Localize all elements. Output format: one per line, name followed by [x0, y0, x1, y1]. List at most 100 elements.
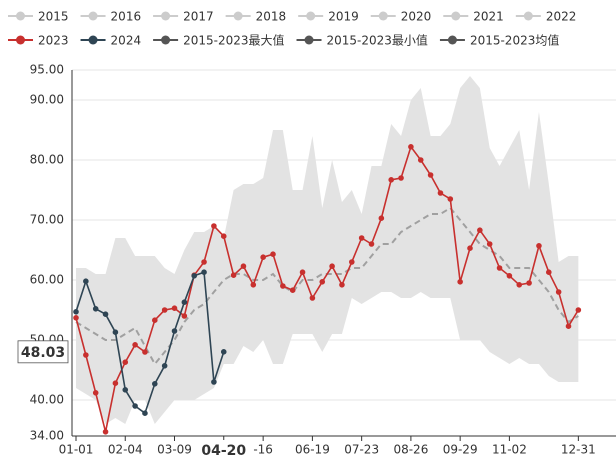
x-tick-label: 02-04	[108, 443, 143, 457]
data-point	[329, 263, 335, 270]
data-point	[132, 403, 138, 409]
data-point	[388, 177, 395, 183]
data-point	[280, 283, 286, 289]
legend-icon-dot	[16, 35, 25, 45]
data-point	[506, 273, 513, 279]
legend-label[interactable]: 2024	[111, 34, 142, 48]
data-point	[270, 251, 276, 257]
pointer-y-box	[17, 340, 69, 364]
data-point	[73, 315, 79, 321]
data-point	[565, 323, 572, 330]
data-point	[142, 410, 148, 417]
data-point	[427, 172, 434, 178]
series-line	[75, 271, 225, 415]
data-point	[161, 363, 168, 369]
legend-label[interactable]: 2022	[546, 10, 577, 24]
pointer-y-label: 48.03	[21, 345, 65, 361]
y-tick-label: 60.00	[30, 273, 64, 287]
data-point	[92, 306, 99, 312]
legend-label[interactable]: 2023	[38, 34, 69, 48]
data-point	[349, 259, 355, 265]
legend-icon-dot	[88, 11, 98, 21]
data-point	[339, 282, 345, 288]
legend-label[interactable]: 2021	[473, 10, 504, 24]
data-point	[546, 269, 552, 276]
legend-label[interactable]: 2017	[183, 10, 214, 24]
data-point	[319, 279, 326, 285]
x-tick-label: -16	[253, 443, 273, 457]
y-tick-label: 34.00	[30, 429, 64, 443]
legend-label[interactable]: 2015	[38, 10, 69, 24]
data-point	[220, 349, 227, 355]
legend-label[interactable]: 2016	[111, 10, 142, 24]
data-point	[575, 307, 582, 313]
data-point	[477, 227, 483, 233]
series-line	[75, 145, 580, 432]
x-tick-label: 01-01	[59, 443, 94, 457]
x-tick-label: 08-26	[393, 443, 428, 457]
data-point	[171, 328, 178, 334]
data-point	[289, 287, 296, 294]
data-point	[201, 269, 207, 276]
data-point	[211, 379, 217, 385]
legend-icon-dot	[378, 11, 388, 21]
y-tick-label: 90.00	[30, 93, 64, 107]
legend-icon-dot	[233, 11, 243, 21]
legend-label[interactable]: 2020	[401, 10, 432, 24]
data-point	[211, 223, 217, 229]
legend-icon-dot	[447, 35, 457, 45]
data-point	[250, 282, 257, 288]
x-tick-label: 11-02	[492, 443, 527, 457]
legend-label[interactable]: 2015-2023均值	[470, 33, 559, 48]
data-point	[112, 329, 119, 336]
y-tick-label: 40.00	[30, 393, 64, 407]
data-point	[112, 380, 119, 387]
data-point	[457, 279, 463, 285]
data-point	[447, 196, 454, 202]
data-point	[309, 295, 316, 301]
data-point	[398, 175, 404, 181]
legend-icon-dot	[451, 11, 461, 21]
y-tick-label: 95.00	[30, 63, 64, 77]
data-point	[132, 342, 138, 348]
range-band	[76, 76, 579, 424]
x-tick-label: 12-31	[561, 443, 596, 457]
data-point	[83, 278, 89, 285]
legend-label[interactable]: 2015-2023最小值	[327, 33, 428, 48]
data-point	[142, 349, 148, 355]
data-point	[181, 299, 188, 306]
legend-label[interactable]: 2018	[256, 10, 287, 24]
data-point	[152, 381, 158, 387]
data-point	[191, 273, 197, 279]
pointer-x-box	[198, 440, 249, 459]
x-tick-label: 03-09	[157, 443, 192, 457]
legend-icon-dot	[88, 35, 98, 45]
data-point	[358, 235, 365, 241]
legend-icon-dot	[304, 35, 314, 45]
legend-label[interactable]: 2019	[328, 10, 359, 24]
data-point	[299, 269, 306, 276]
legend-icon-dot	[16, 11, 25, 21]
data-point	[378, 215, 385, 221]
legend-icon-dot	[306, 11, 316, 21]
y-tick-label: 80.00	[30, 153, 64, 167]
data-point	[516, 282, 523, 288]
data-point	[92, 390, 99, 396]
legend-icon-dot	[161, 35, 171, 45]
data-point	[181, 313, 188, 319]
data-point	[536, 243, 542, 249]
legend-label[interactable]: 2015-2023最大值	[183, 33, 284, 48]
data-point	[260, 254, 266, 261]
data-point	[368, 241, 375, 247]
x-tick-label: 07-23	[344, 443, 379, 457]
data-point	[220, 233, 227, 239]
data-point	[408, 144, 414, 150]
data-point	[496, 265, 503, 271]
data-point	[555, 289, 562, 295]
data-point	[152, 317, 158, 324]
data-point	[467, 245, 473, 251]
data-point	[102, 429, 109, 435]
data-point	[122, 387, 129, 393]
